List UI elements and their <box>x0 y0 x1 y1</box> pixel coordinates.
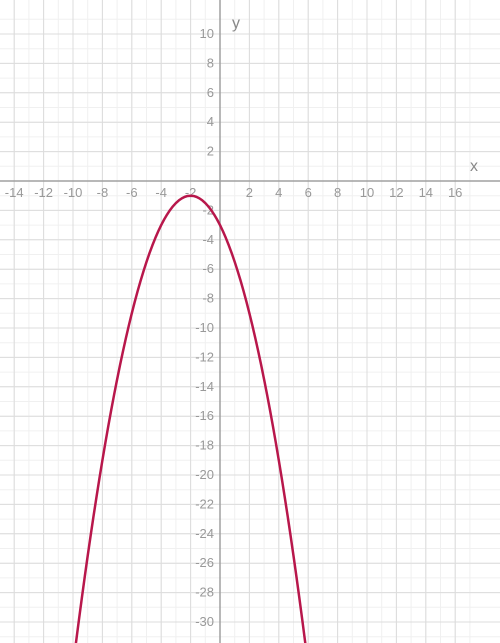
svg-text:8: 8 <box>334 185 341 200</box>
svg-text:-14: -14 <box>5 185 24 200</box>
svg-text:-12: -12 <box>195 349 214 364</box>
svg-text:-4: -4 <box>155 185 167 200</box>
svg-text:-8: -8 <box>202 291 214 306</box>
svg-text:2: 2 <box>246 185 253 200</box>
svg-text:10: 10 <box>200 26 214 41</box>
svg-text:4: 4 <box>275 185 282 200</box>
svg-text:-26: -26 <box>195 555 214 570</box>
svg-text:-2: -2 <box>185 185 197 200</box>
svg-text:-10: -10 <box>195 320 214 335</box>
svg-text:-24: -24 <box>195 526 214 541</box>
svg-text:-6: -6 <box>126 185 138 200</box>
svg-text:-8: -8 <box>97 185 109 200</box>
svg-text:2: 2 <box>207 144 214 159</box>
svg-text:12: 12 <box>389 185 403 200</box>
svg-text:4: 4 <box>207 114 214 129</box>
parabola-chart: -14-12-10-8-6-4-2246810121416-30-28-26-2… <box>0 0 500 643</box>
svg-text:-28: -28 <box>195 585 214 600</box>
svg-text:-30: -30 <box>195 614 214 629</box>
svg-text:-10: -10 <box>64 185 83 200</box>
svg-text:-6: -6 <box>202 261 214 276</box>
svg-text:6: 6 <box>305 185 312 200</box>
svg-text:8: 8 <box>207 55 214 70</box>
grid-major <box>0 0 500 643</box>
svg-text:-12: -12 <box>34 185 53 200</box>
svg-text:-14: -14 <box>195 379 214 394</box>
svg-text:10: 10 <box>360 185 374 200</box>
grid-minor <box>0 0 500 643</box>
svg-text:14: 14 <box>419 185 433 200</box>
axes <box>0 0 500 643</box>
svg-text:-4: -4 <box>202 232 214 247</box>
y-axis-label: y <box>232 15 240 32</box>
svg-text:16: 16 <box>448 185 462 200</box>
svg-text:-20: -20 <box>195 467 214 482</box>
svg-text:-22: -22 <box>195 496 214 511</box>
x-axis-label: x <box>470 158 478 175</box>
svg-text:-16: -16 <box>195 408 214 423</box>
svg-text:6: 6 <box>207 85 214 100</box>
chart-svg: -14-12-10-8-6-4-2246810121416-30-28-26-2… <box>0 0 500 643</box>
svg-text:-18: -18 <box>195 438 214 453</box>
